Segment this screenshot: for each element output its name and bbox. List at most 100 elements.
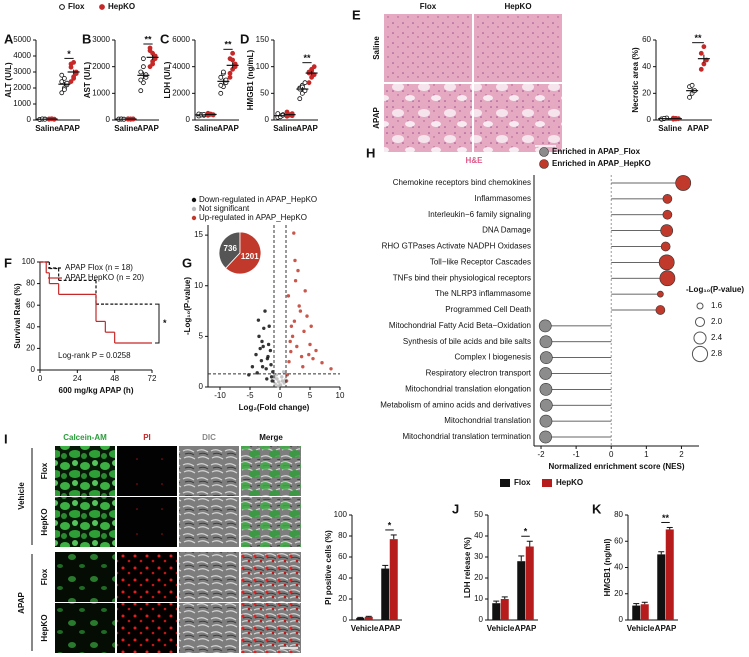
lollipop-dot xyxy=(658,254,675,271)
lollipop-dot xyxy=(539,430,552,444)
volcano-point xyxy=(261,344,265,349)
data-point xyxy=(150,61,156,67)
significance-label: ** xyxy=(224,40,232,50)
volcano-point xyxy=(267,324,271,328)
panel-letter: F xyxy=(4,255,12,270)
bar xyxy=(500,599,509,620)
x-tick-label: 1 xyxy=(644,450,649,459)
size-legend-label: 1.6 xyxy=(711,301,723,310)
pathway-label: Inflammasomes xyxy=(475,194,531,203)
significance-label: * xyxy=(388,520,392,530)
x-tick-label: 0 xyxy=(38,374,43,383)
y-tick-label: 100 xyxy=(22,257,36,266)
pathway-label: Metabolism of amino acids and derivative… xyxy=(380,400,531,409)
micrograph xyxy=(55,603,115,653)
micrograph xyxy=(384,84,472,152)
panel-letter: H xyxy=(366,145,375,160)
lollipop-dot xyxy=(660,224,674,237)
y-tick-label: 3000 xyxy=(92,35,110,44)
legend-label: Flox xyxy=(68,2,85,11)
pathway-label: Chemokine receptors bind chemokines xyxy=(393,178,531,187)
legend-label: HepKO xyxy=(108,2,135,11)
bar xyxy=(356,617,365,620)
data-point xyxy=(306,80,312,86)
row-label: Saline xyxy=(372,36,381,60)
column-label: DIC xyxy=(202,433,216,442)
volcano-point xyxy=(281,370,286,374)
legend-label: Down-regulated in APAP_HepKO xyxy=(199,195,317,204)
row-label: HepKO xyxy=(40,508,49,535)
pathway-label: DNA Damage xyxy=(482,226,531,235)
x-tick-label: APAP xyxy=(137,124,159,133)
volcano-point xyxy=(284,379,289,383)
volcano-point xyxy=(286,294,291,298)
data-point xyxy=(140,56,146,62)
y-tick-label: 80 xyxy=(614,510,623,519)
micrograph xyxy=(241,552,301,602)
volcano-point xyxy=(305,314,309,318)
x-tick-label: 5 xyxy=(308,391,313,400)
y-tick-label: 40 xyxy=(614,563,623,572)
column-label: Merge xyxy=(259,433,283,442)
y-tick-label: 6000 xyxy=(172,35,190,44)
x-tick-label: Vehicle xyxy=(627,624,655,633)
micrograph xyxy=(117,552,177,602)
volcano-point xyxy=(272,376,277,380)
volcano-point xyxy=(292,231,296,235)
x-tick-label: 10 xyxy=(336,391,345,400)
y-tick-label: 60 xyxy=(642,35,651,44)
significance-label: * xyxy=(524,527,528,537)
data-point xyxy=(59,90,65,96)
y-tick-label: 60 xyxy=(26,300,35,309)
row-label: APAP xyxy=(372,107,381,129)
micrograph xyxy=(117,446,177,496)
volcano-point xyxy=(257,334,261,339)
lollipop-dot xyxy=(660,241,671,252)
x-tick-label: 0 xyxy=(609,450,614,459)
volcano-point xyxy=(297,304,301,308)
y-tick-label: 5000 xyxy=(13,35,31,44)
legend-label: Enriched in APAP_HepKO xyxy=(552,159,651,168)
pathway-label: Toll−like Receptor Cascades xyxy=(430,257,531,266)
data-point xyxy=(150,50,156,56)
size-legend-marker xyxy=(696,302,704,310)
legend-marker xyxy=(191,206,197,212)
lollipop-dot xyxy=(662,194,673,204)
group-label: APAP xyxy=(17,592,26,614)
pathway-label: RHO GTPases Activate NADPH Oxidases xyxy=(382,242,531,251)
lollipop-dot xyxy=(538,319,552,333)
volcano-point xyxy=(293,258,297,263)
volcano-point xyxy=(262,326,266,330)
y-axis-label: Survival Rate (%) xyxy=(13,283,22,349)
data-point xyxy=(138,88,144,94)
data-point xyxy=(227,74,233,80)
y-tick-label: 10 xyxy=(194,281,203,290)
data-point xyxy=(61,87,67,92)
bar xyxy=(525,546,534,620)
x-tick-label: Saline xyxy=(658,124,682,133)
data-point xyxy=(147,45,153,51)
micrograph xyxy=(55,446,115,496)
x-tick-label: 72 xyxy=(148,374,157,383)
volcano-point xyxy=(263,309,267,313)
lollipop-dot xyxy=(657,290,664,298)
volcano-point xyxy=(289,349,293,354)
data-point xyxy=(698,50,704,56)
y-tick-label: 0 xyxy=(31,365,36,374)
pathway-label: Respiratory electron transport xyxy=(426,369,532,378)
y-tick-label: 0 xyxy=(265,115,270,124)
volcano-point xyxy=(269,375,274,379)
pie-label: 1201 xyxy=(241,252,259,261)
y-tick-label: 2000 xyxy=(13,83,31,92)
legend-marker xyxy=(539,147,549,157)
x-tick-label: -10 xyxy=(214,391,226,400)
y-axis-label: LDH (U/L) xyxy=(163,61,172,98)
legend-label: APAP HepKO (n = 20) xyxy=(65,273,144,282)
x-tick-label: APAP xyxy=(58,124,80,133)
bar xyxy=(492,603,501,620)
panel-letter: A xyxy=(4,31,14,46)
row-label: Flox xyxy=(40,462,49,479)
volcano-point xyxy=(293,278,298,283)
volcano-point xyxy=(276,384,280,388)
y-tick-label: 80 xyxy=(338,531,347,540)
